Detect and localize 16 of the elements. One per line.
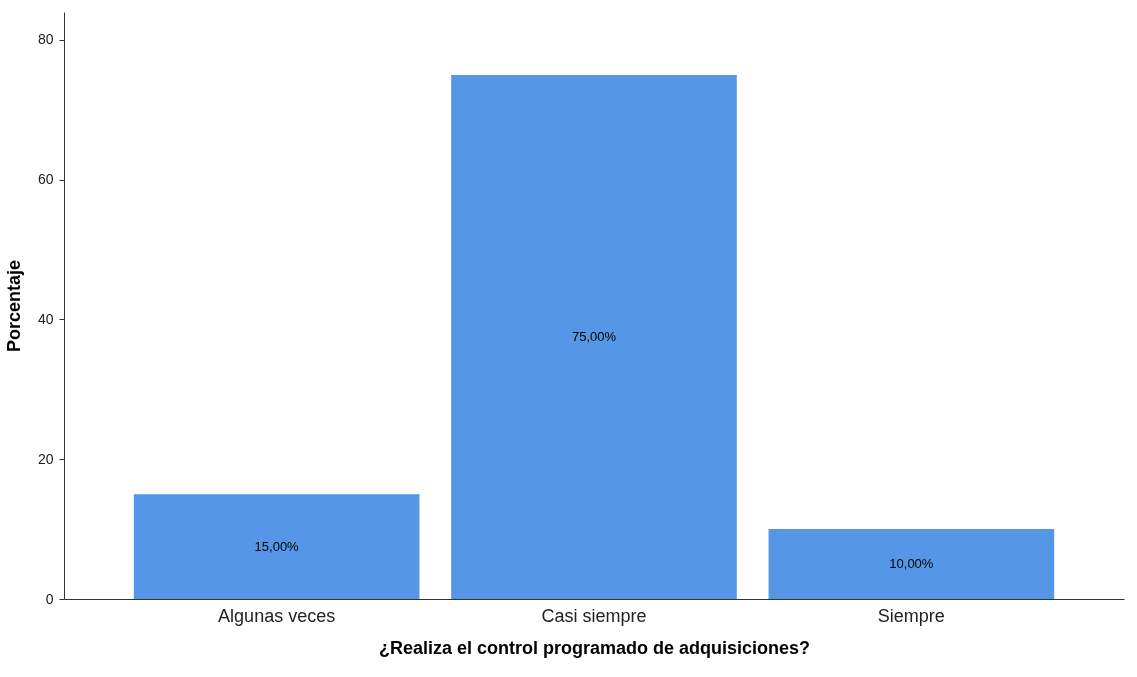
- bar: [451, 74, 737, 599]
- data-label: 75,00%: [571, 328, 617, 344]
- data-label: 10,00%: [889, 556, 934, 572]
- x-tick-label: Casi siempre: [541, 605, 647, 626]
- y-axis-title: Porcentaje: [3, 259, 24, 353]
- bar: [133, 494, 420, 599]
- y-tick-label: 60: [37, 171, 54, 188]
- y-tick-label: 80: [37, 31, 54, 48]
- y-tick-label: 0: [45, 590, 54, 607]
- x-tick-label: Siempre: [877, 605, 945, 626]
- x-axis-title: ¿Realiza el control programado de adquisiciones?: [378, 637, 811, 658]
- y-tick-label: 40: [37, 310, 54, 327]
- x-tick-label: Algunas veces: [218, 605, 336, 626]
- y-tick-label: 20: [37, 450, 54, 467]
- bar: [768, 529, 1055, 599]
- data-label: 15,00%: [254, 538, 300, 554]
